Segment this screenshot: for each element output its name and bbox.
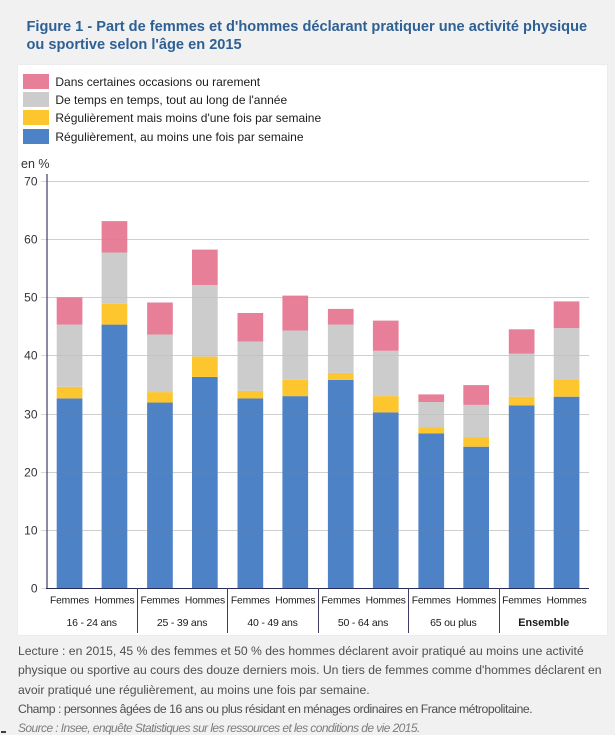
svg-text:Hommes: Hommes bbox=[546, 596, 586, 607]
svg-text:0: 0 bbox=[31, 582, 38, 596]
svg-text:Femmes: Femmes bbox=[231, 596, 270, 607]
svg-text:10: 10 bbox=[24, 524, 38, 538]
svg-text:65 ou plus: 65 ou plus bbox=[430, 617, 476, 629]
svg-text:Hommes: Hommes bbox=[366, 596, 406, 607]
svg-text:30: 30 bbox=[24, 408, 38, 422]
svg-text:40: 40 bbox=[24, 349, 38, 363]
svg-text:16 - 24 ans: 16 - 24 ans bbox=[67, 617, 117, 629]
svg-text:Femmes: Femmes bbox=[412, 596, 451, 607]
svg-text:Hommes: Hommes bbox=[275, 596, 315, 607]
svg-text:Femmes: Femmes bbox=[50, 596, 89, 607]
svg-text:Hommes: Hommes bbox=[185, 596, 225, 607]
svg-text:40 - 49 ans: 40 - 49 ans bbox=[247, 617, 297, 629]
svg-text:70: 70 bbox=[24, 175, 38, 189]
svg-text:Ensemble: Ensemble bbox=[518, 617, 569, 629]
svg-text:50: 50 bbox=[24, 291, 38, 305]
svg-text:50 - 64 ans: 50 - 64 ans bbox=[338, 617, 388, 629]
svg-text:60: 60 bbox=[24, 233, 38, 247]
svg-text:Femmes: Femmes bbox=[502, 596, 541, 607]
svg-text:20: 20 bbox=[24, 466, 38, 480]
svg-text:Hommes: Hommes bbox=[456, 596, 496, 607]
svg-text:Hommes: Hommes bbox=[94, 596, 134, 607]
svg-text:Femmes: Femmes bbox=[141, 596, 180, 607]
svg-text:Femmes: Femmes bbox=[321, 596, 360, 607]
svg-text:25 - 39 ans: 25 - 39 ans bbox=[157, 617, 207, 629]
